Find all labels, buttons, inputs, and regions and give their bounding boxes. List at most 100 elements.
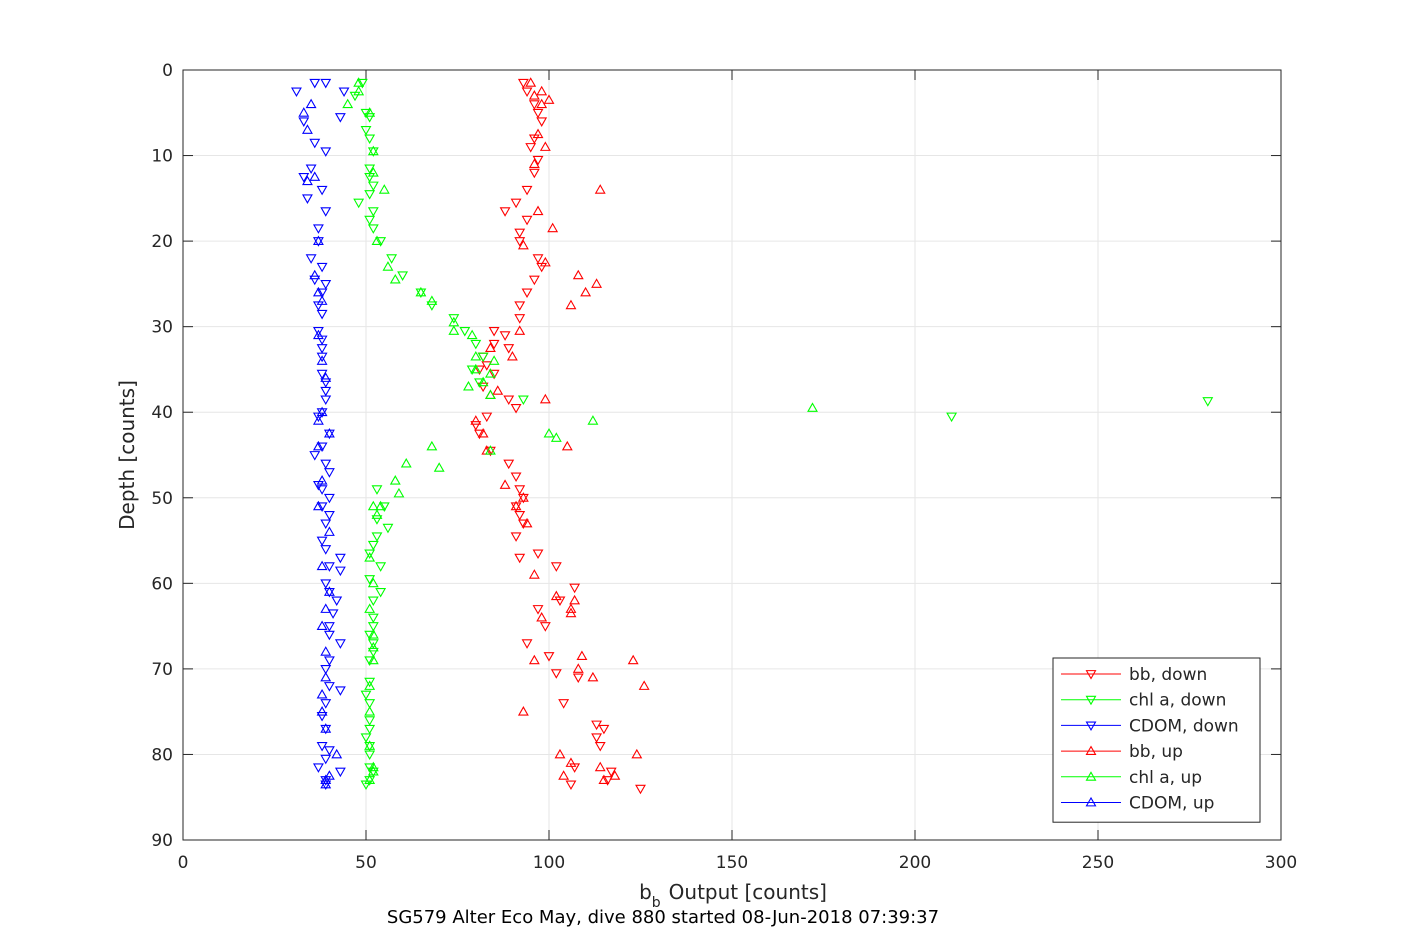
- data-point: [514, 228, 526, 239]
- series-bb-up: [470, 77, 650, 785]
- data-point: [320, 459, 332, 470]
- data-point: [528, 158, 540, 169]
- data-point: [301, 175, 313, 186]
- data-point: [320, 603, 332, 613]
- data-point: [320, 778, 332, 789]
- data-point: [565, 299, 577, 310]
- data-point: [323, 587, 335, 598]
- data-point: [547, 222, 559, 233]
- data-point: [367, 540, 379, 551]
- data-point: [532, 549, 544, 559]
- data-point: [550, 432, 562, 442]
- y-tick-label: 40: [151, 403, 173, 423]
- data-point: [316, 262, 328, 273]
- data-point: [558, 770, 570, 780]
- data-point: [426, 440, 438, 451]
- data-point: [492, 385, 504, 395]
- legend-label: chl a, down: [1129, 691, 1226, 711]
- data-point: [364, 164, 376, 174]
- data-point: [309, 269, 321, 280]
- data-point: [364, 113, 376, 123]
- data-point: [528, 168, 540, 179]
- data-point: [605, 767, 617, 778]
- data-point: [389, 274, 401, 284]
- data-point: [433, 462, 445, 472]
- x-tick-label: 200: [899, 853, 931, 873]
- y-tick-label: 70: [151, 660, 173, 680]
- data-point: [514, 314, 526, 324]
- data-point: [320, 646, 332, 656]
- data-point: [312, 440, 324, 451]
- data-point: [320, 378, 332, 388]
- data-point: [316, 502, 328, 512]
- data-point: [488, 369, 500, 380]
- data-point: [470, 415, 482, 425]
- data-point: [536, 611, 548, 622]
- data-point: [470, 363, 482, 374]
- data-point: [323, 586, 335, 596]
- legend-item: bb, up: [1061, 742, 1183, 762]
- data-point: [367, 647, 379, 658]
- data-point: [367, 767, 379, 778]
- data-point: [320, 78, 332, 89]
- data-point: [517, 706, 529, 716]
- x-tick-label: 250: [1082, 853, 1114, 873]
- data-point: [301, 124, 313, 134]
- data-point: [371, 235, 383, 246]
- data-point: [448, 314, 460, 324]
- data-point: [305, 98, 317, 109]
- data-point: [371, 485, 383, 495]
- data-point: [470, 351, 482, 361]
- data-point: [320, 664, 332, 675]
- data-point: [353, 85, 365, 96]
- data-point: [320, 395, 332, 405]
- data-point: [320, 207, 332, 217]
- data-point: [514, 485, 526, 495]
- data-point: [602, 776, 614, 786]
- x-tick-label: 150: [716, 853, 748, 873]
- data-point: [397, 271, 409, 281]
- data-point: [514, 553, 526, 564]
- series-chl-a-up: [342, 77, 818, 785]
- data-point: [506, 351, 518, 361]
- data-point: [360, 125, 372, 136]
- data-point: [393, 487, 405, 498]
- legend-item: chl a, down: [1061, 691, 1226, 711]
- data-point: [466, 365, 478, 376]
- data-point: [635, 784, 646, 795]
- data-point: [539, 393, 551, 404]
- data-point: [320, 724, 332, 735]
- data-point: [316, 706, 328, 716]
- data-point: [521, 288, 533, 299]
- data-point: [316, 442, 328, 453]
- data-point: [517, 493, 529, 504]
- data-point: [320, 754, 332, 765]
- data-point: [536, 117, 548, 127]
- data-point: [312, 286, 324, 297]
- data-point: [316, 712, 328, 722]
- data-point: [364, 190, 376, 200]
- data-point: [532, 605, 544, 615]
- data-point: [484, 342, 496, 352]
- data-point: [316, 355, 328, 365]
- data-point: [598, 774, 610, 785]
- y-tick-label: 30: [151, 318, 173, 338]
- data-point: [367, 145, 379, 156]
- legend-marker: [1085, 771, 1097, 781]
- data-point: [312, 235, 324, 246]
- legend-box: [1052, 657, 1261, 823]
- data-point: [521, 87, 533, 97]
- data-point: [371, 509, 383, 519]
- data-point: [580, 286, 592, 297]
- data-point: [514, 510, 526, 521]
- data-point: [323, 622, 335, 632]
- legend-item: bb, down: [1061, 665, 1207, 685]
- data-point: [334, 686, 346, 696]
- data-point: [323, 526, 335, 536]
- data-point: [360, 690, 372, 701]
- data-point: [364, 741, 376, 752]
- data-point: [320, 279, 332, 290]
- data-point: [367, 500, 379, 511]
- data-point: [378, 184, 390, 194]
- data-point: [536, 85, 548, 96]
